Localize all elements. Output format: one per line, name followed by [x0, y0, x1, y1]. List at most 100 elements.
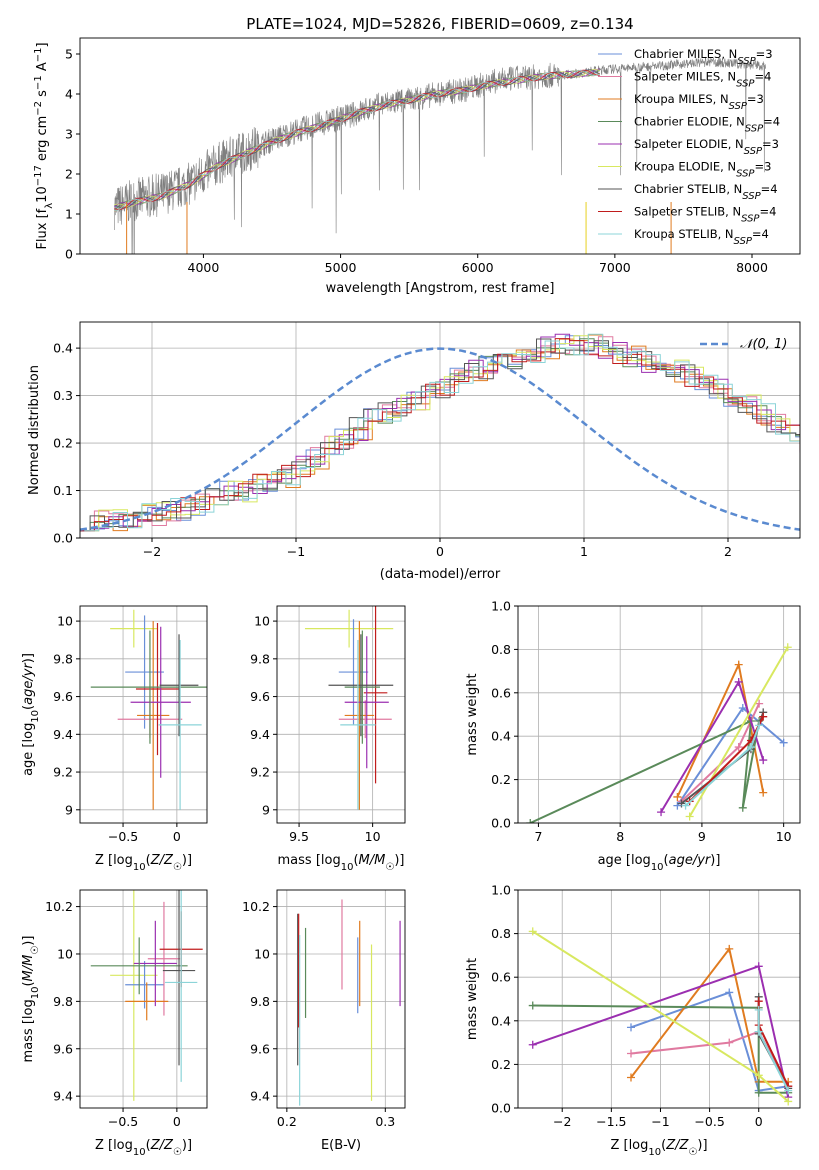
text-part: Normed distribution	[27, 365, 42, 495]
y-tick-label: 10	[254, 614, 270, 629]
model-line	[114, 69, 600, 209]
text-part: (	[664, 853, 669, 868]
histogram-step-line	[84, 334, 800, 532]
weight-line	[529, 719, 761, 823]
y-tick-label: 0.6	[491, 685, 511, 700]
text-part: 10	[648, 1147, 661, 1158]
text-part: Kroupa STELIB, N	[634, 227, 734, 241]
axes-frame	[79, 37, 801, 255]
text-part: s	[35, 90, 50, 101]
text-part: SSP	[741, 213, 760, 224]
text-part: Chabrier MILES, N	[634, 47, 737, 61]
data-spectrum-line	[114, 56, 766, 254]
plot-area	[114, 56, 766, 254]
text-part: Z [log	[610, 1138, 648, 1153]
y-axis-label: Flux [fλ10−17 erg cm−2 s−1 A−1]	[33, 42, 55, 249]
y-tick-label: 9.6	[53, 689, 73, 704]
text-part: )]	[182, 853, 192, 868]
model-line	[114, 69, 600, 212]
axes-frame	[276, 889, 406, 1109]
legend-label: Kroupa ELODIE, NSSP=3	[634, 160, 771, 180]
y-tick-label: 0.0	[491, 1101, 511, 1116]
plot-area	[304, 606, 394, 810]
y-tick-label: 9.8	[250, 651, 270, 666]
legend-label: Salpeter MILES, NSSP=4	[634, 70, 771, 90]
text-part: wavelength [Angstrom, rest frame]	[326, 281, 555, 296]
x-axis-label: (data-model)/error	[380, 567, 501, 582]
weight-marker	[754, 1088, 763, 1097]
x-tick-label: 6000	[462, 260, 494, 275]
x-axis-label: age [log10(age/yr)]	[598, 853, 721, 873]
text-part: 10	[651, 862, 664, 873]
text-part: mass weight	[465, 958, 480, 1040]
text-part: SSP	[734, 236, 753, 247]
y-tick-label: 0.0	[53, 531, 73, 546]
y-tick-label: 9.6	[53, 1041, 73, 1056]
text-part: SSP	[736, 78, 755, 89]
text-part: Chabrier STELIB, N	[634, 182, 742, 196]
axes-frame	[517, 889, 801, 1109]
text-part: =3	[747, 92, 764, 106]
text-part: M/M	[21, 955, 36, 982]
text-part: ☉	[385, 862, 394, 873]
x-tick-label: 7	[534, 829, 542, 844]
legend-label: Chabrier MILES, NSSP=3	[634, 47, 773, 67]
model-line	[114, 69, 600, 210]
y-tick-label: 10	[57, 614, 73, 629]
y-tick-label: 3	[65, 127, 73, 142]
x-tick-label: 1	[580, 544, 588, 559]
x-tick-label: 9.5	[289, 829, 309, 844]
weight-marker	[528, 1001, 537, 1010]
text-part: 10	[35, 186, 50, 203]
text-part: mass [log	[21, 999, 36, 1062]
x-tick-label: 10	[365, 829, 381, 844]
y-tick-label: 1.0	[491, 883, 511, 898]
text-part: (data-model)/error	[380, 567, 501, 582]
weight-marker	[528, 1040, 537, 1049]
text-part: Z/Z	[665, 1138, 689, 1153]
plot-area	[90, 609, 207, 810]
legend-label: 𝒩(0, 1)	[740, 337, 787, 352]
histogram-step-line	[80, 338, 800, 532]
x-tick-label: 7000	[599, 260, 631, 275]
x-tick-label: −1.5	[596, 1114, 626, 1129]
y-tick-label: 0.8	[491, 642, 511, 657]
x-tick-label: 5000	[325, 260, 357, 275]
x-tick-label: −2	[553, 1114, 571, 1129]
x-axis-label: Z [log10(Z/Z☉)]	[95, 1138, 192, 1158]
text-part: )]	[21, 936, 36, 946]
legend-label: Salpeter ELODIE, NSSP=3	[634, 137, 779, 157]
text-part: =3	[762, 137, 779, 151]
weight-marker	[725, 988, 734, 997]
axes-frame	[79, 605, 208, 824]
text-part: (	[21, 981, 36, 986]
text-part: ☉	[30, 946, 41, 955]
x-tick-label: 0	[173, 829, 181, 844]
y-tick-label: 9.8	[53, 994, 73, 1009]
x-tick-label: 9	[698, 829, 706, 844]
weight-marker	[528, 927, 537, 936]
histogram-step-line	[84, 333, 800, 532]
chart-weight_vs_Z: −2 −1.5 −1 −0.5 0 0.0 0.2 0.4 0.6 0.8 1.0 Z [log10(…	[465, 883, 801, 1158]
y-tick-label: 0.0	[491, 816, 511, 831]
weight-marker	[681, 801, 690, 810]
weight-marker	[734, 743, 743, 752]
weight-line	[688, 646, 789, 818]
x-axis-label: wavelength [Angstrom, rest frame]	[326, 281, 555, 296]
x-tick-label: −0.5	[694, 1114, 724, 1129]
legend-label: Salpeter STELIB, NSSP=4	[634, 205, 776, 225]
y-axis-label: mass [log10(M/M☉)]	[21, 936, 41, 1063]
weight-marker	[673, 792, 682, 801]
text-part: SSP	[742, 191, 761, 202]
text-part: erg cm	[35, 116, 50, 165]
text-part: =4	[759, 205, 776, 219]
text-part: (	[146, 1138, 151, 1153]
text-part: age [log	[21, 723, 36, 776]
weight-marker	[755, 699, 764, 708]
text-part: mass [log	[278, 853, 341, 868]
weight-marker	[779, 738, 788, 747]
y-tick-label: 0.6	[491, 970, 511, 985]
x-axis-label: E(B-V)	[321, 1138, 361, 1153]
